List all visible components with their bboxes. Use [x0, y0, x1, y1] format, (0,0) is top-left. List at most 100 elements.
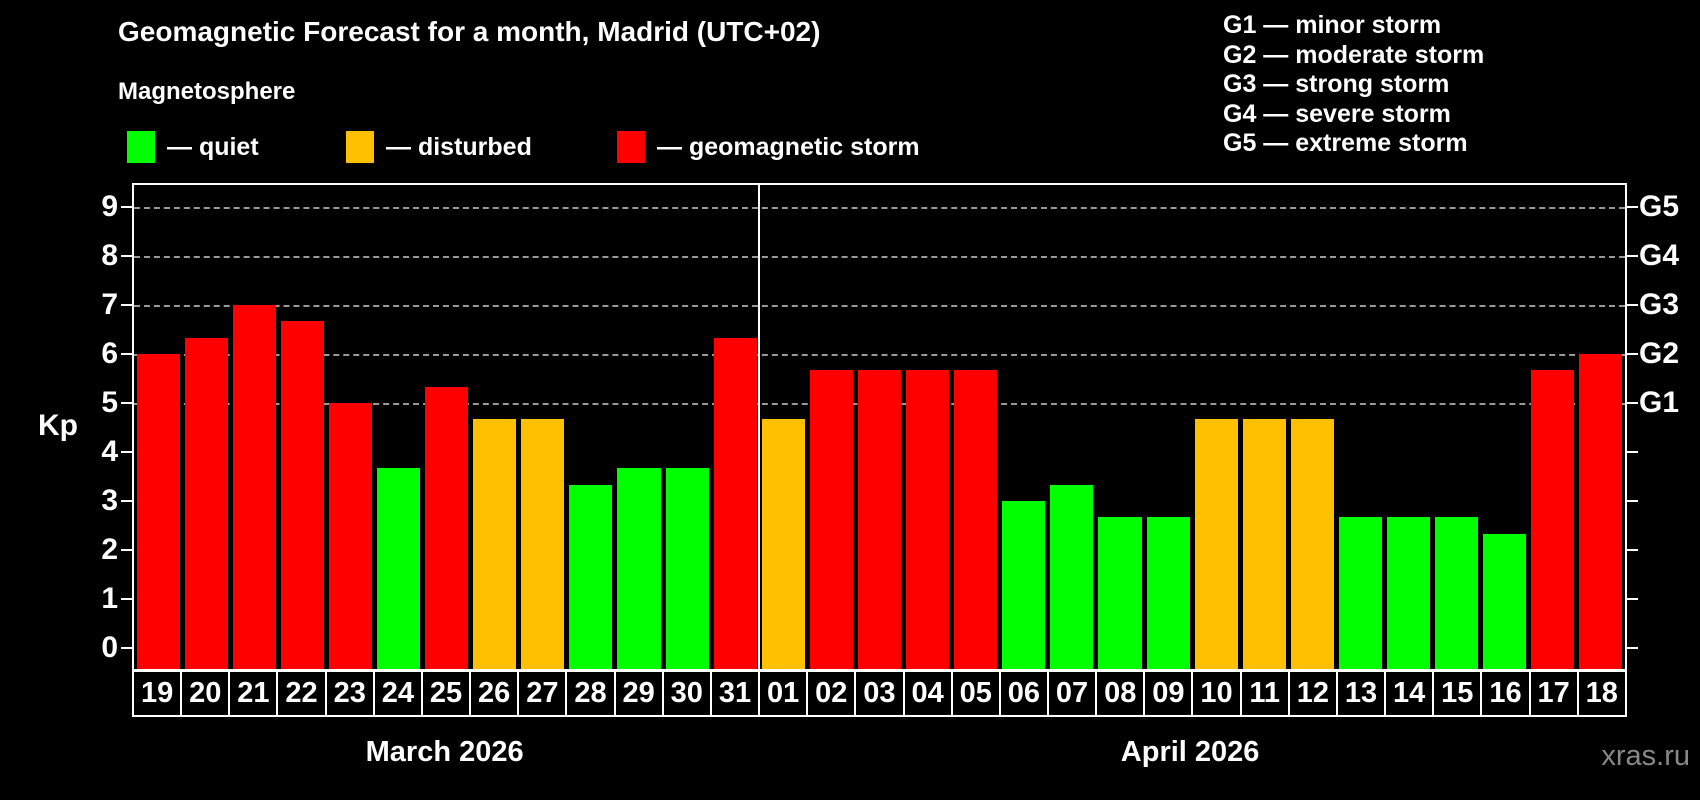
- day-label-march-30: 30: [661, 670, 712, 717]
- day-label-march-28: 28: [565, 670, 616, 717]
- day-label-march-23: 23: [324, 670, 375, 717]
- page-title: Geomagnetic Forecast for a month, Madrid…: [118, 16, 821, 47]
- month-label-april: April 2026: [1120, 736, 1260, 768]
- left-axis-tick-8: [121, 255, 132, 258]
- kp-bar-april-15: [1435, 517, 1479, 669]
- day-label-march-21: 21: [228, 670, 279, 717]
- day-label-march-19: 19: [132, 670, 183, 717]
- kp-bar-april-05: [954, 370, 998, 669]
- left-axis-tick-0: [121, 646, 132, 649]
- day-label-march-27: 27: [517, 670, 568, 717]
- y-axis-label-0: 0: [101, 630, 118, 664]
- day-label-april-03: 03: [854, 670, 905, 717]
- kp-bar-march-21: [232, 305, 276, 669]
- day-label-april-06: 06: [998, 670, 1049, 717]
- right-axis-tick-6: [1627, 353, 1638, 355]
- storm-swatch-icon: [617, 131, 645, 163]
- left-axis-tick-7: [121, 304, 132, 307]
- disturbed-swatch-icon: [346, 131, 374, 163]
- day-label-march-26: 26: [469, 670, 520, 717]
- right-axis-tick-2: [1627, 548, 1638, 551]
- left-axis-tick-2: [121, 548, 132, 551]
- legend-label-disturbed: — disturbed: [386, 132, 532, 161]
- y-axis-label-9: 9: [101, 190, 118, 224]
- g-scale-legend: G1 — minor storm G2 — moderate storm G3 …: [1223, 11, 1484, 159]
- day-label-march-29: 29: [613, 670, 664, 717]
- day-label-april-05: 05: [950, 670, 1001, 717]
- day-label-april-11: 11: [1239, 670, 1290, 717]
- legend-label-storm: — geomagnetic storm: [657, 132, 920, 161]
- g4-legend-line: G4 — severe storm: [1223, 99, 1451, 128]
- day-label-april-02: 02: [806, 670, 857, 717]
- kp-bar-april-04: [906, 370, 950, 669]
- kp-bar-april-06: [1002, 500, 1046, 669]
- left-axis-tick-1: [121, 597, 132, 600]
- day-label-april-17: 17: [1528, 670, 1579, 717]
- right-axis-tick-9: [1627, 206, 1638, 209]
- day-label-april-08: 08: [1095, 670, 1146, 717]
- kp-bar-april-09: [1146, 517, 1190, 669]
- gridline-kp7: [134, 305, 1625, 308]
- g-scale-label-g4: G4: [1639, 239, 1680, 273]
- kp-bar-april-17: [1531, 370, 1575, 669]
- kp-bar-april-07: [1050, 484, 1094, 669]
- left-axis-tick-9: [121, 206, 132, 209]
- kp-bar-april-14: [1387, 517, 1431, 669]
- kp-bar-april-13: [1338, 517, 1382, 669]
- day-label-april-13: 13: [1335, 670, 1387, 717]
- y-axis-label-4: 4: [101, 434, 118, 468]
- kp-bar-april-18: [1579, 354, 1623, 669]
- g3-legend-line: G3 — strong storm: [1223, 70, 1450, 98]
- day-label-april-16: 16: [1480, 670, 1531, 717]
- kp-bar-april-01: [761, 419, 805, 669]
- kp-bar-march-22: [280, 321, 324, 669]
- right-axis-tick-5: [1627, 401, 1638, 404]
- quiet-swatch-icon: [127, 131, 155, 163]
- g-scale-label-g2: G2: [1639, 337, 1680, 370]
- day-label-april-04: 04: [902, 670, 953, 717]
- day-label-april-07: 07: [1046, 670, 1098, 717]
- day-label-march-25: 25: [420, 670, 472, 717]
- right-axis-tick-4: [1627, 450, 1638, 453]
- kp-bar-april-11: [1242, 419, 1286, 669]
- gridline-kp8: [134, 256, 1625, 259]
- kp-bar-march-29: [617, 468, 661, 669]
- y-axis-label-5: 5: [101, 385, 118, 419]
- g2-legend-line: G2 — moderate storm: [1223, 40, 1485, 69]
- day-label-april-18: 18: [1576, 670, 1627, 717]
- gridline-kp9: [134, 207, 1625, 210]
- kp-bar-april-16: [1483, 533, 1527, 669]
- right-axis-tick-8: [1627, 255, 1638, 258]
- right-axis-tick-7: [1627, 304, 1638, 307]
- kp-bar-march-20: [184, 337, 228, 669]
- g-scale-label-g5: G5: [1639, 190, 1680, 224]
- day-label-april-10: 10: [1191, 670, 1242, 717]
- kp-bar-april-12: [1290, 419, 1334, 669]
- legend-item-disturbed: — disturbed: [346, 130, 532, 164]
- magnetosphere-subtitle: Magnetosphere: [118, 78, 296, 105]
- watermark: xras.ru: [1601, 740, 1690, 772]
- kp-bar-april-08: [1098, 517, 1142, 669]
- legend-item-quiet: — quiet: [127, 130, 259, 164]
- kp-bar-april-03: [857, 370, 902, 669]
- day-label-march-31: 31: [709, 670, 761, 717]
- y-axis-label-3: 3: [101, 483, 118, 517]
- g-scale-label-g3: G3: [1639, 288, 1680, 322]
- kp-bar-chart-plot: 0 1 2 3 4 5 6 7 8 9 G1 G2 G3 G4 G5: [101, 183, 1679, 671]
- day-label-march-22: 22: [276, 670, 327, 717]
- kp-bar-march-30: [665, 468, 709, 669]
- y-axis-label-6: 6: [101, 337, 118, 370]
- kp-bar-april-10: [1194, 419, 1238, 669]
- right-axis-tick-3: [1627, 499, 1638, 502]
- legend-label-quiet: — quiet: [167, 132, 259, 161]
- kp-bar-april-02: [809, 370, 853, 669]
- y-axis-label-1: 1: [101, 581, 118, 615]
- kp-bar-march-23: [328, 403, 372, 669]
- left-axis-tick-4: [121, 450, 132, 453]
- right-axis-tick-1: [1627, 597, 1638, 600]
- day-label-april-12: 12: [1287, 670, 1338, 717]
- kp-bar-march-26: [473, 419, 517, 669]
- y-axis-label-8: 8: [101, 239, 118, 273]
- day-label-row: 19 20 21 22 23 24 25 26 27 28 29 30 31 01 02 03 04 05 06 07…: [132, 670, 1627, 717]
